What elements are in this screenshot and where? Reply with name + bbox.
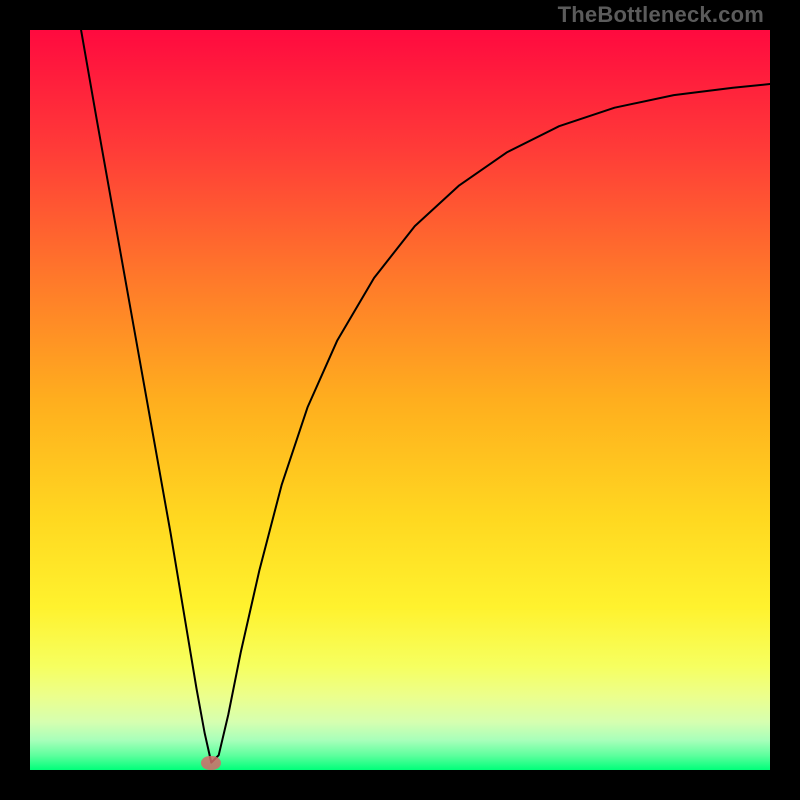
frame-border-left: [0, 0, 30, 800]
optimum-marker: [201, 756, 221, 770]
chart-frame: TheBottleneck.com: [0, 0, 800, 800]
frame-border-bottom: [0, 770, 800, 800]
watermark-label: TheBottleneck.com: [558, 2, 764, 28]
curve-path: [81, 30, 770, 763]
plot-area: [30, 30, 770, 770]
frame-border-right: [770, 0, 800, 800]
bottleneck-curve: [30, 30, 770, 770]
